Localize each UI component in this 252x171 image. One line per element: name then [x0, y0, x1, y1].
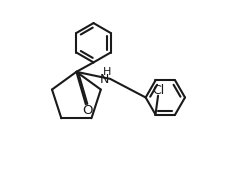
Text: N: N [100, 73, 109, 86]
Text: O: O [82, 104, 93, 117]
Text: H: H [103, 67, 111, 77]
Text: Cl: Cl [152, 84, 165, 97]
